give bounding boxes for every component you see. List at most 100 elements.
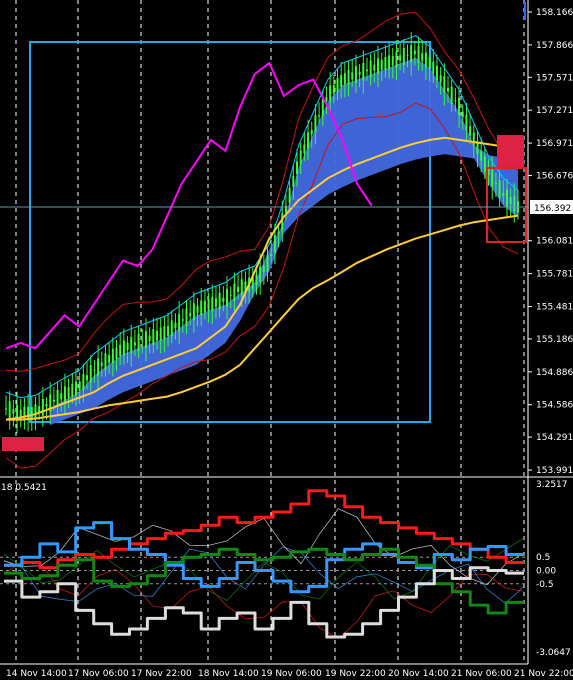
- candle-body: [494, 182, 497, 185]
- candle-body: [406, 54, 409, 56]
- time-tick-label: 17 Nov 06:00: [68, 669, 129, 679]
- candle-body: [399, 55, 402, 61]
- candle-body: [292, 176, 295, 187]
- candle-body: [428, 56, 431, 69]
- candle-body: [170, 320, 173, 337]
- candle-body: [229, 294, 232, 296]
- candle-body: [144, 331, 147, 349]
- candle-body: [8, 401, 11, 419]
- supply-zone-left: [2, 437, 44, 451]
- candle-body: [122, 340, 125, 356]
- time-tick-label: 21 Nov 22:00: [514, 669, 573, 679]
- candle-body: [152, 329, 155, 345]
- price-tick-label: 154.291: [536, 433, 573, 443]
- candle-body: [318, 115, 321, 117]
- candle-body: [27, 406, 30, 420]
- candle-body: [196, 305, 199, 314]
- candle-body: [380, 59, 383, 70]
- price-tick-label: 154.586: [536, 401, 573, 411]
- candle-body: [365, 69, 368, 72]
- candle-body: [119, 344, 122, 357]
- candle-body: [491, 169, 494, 187]
- candle-body: [222, 297, 225, 302]
- candle-body: [377, 58, 380, 75]
- candle-body: [82, 374, 85, 390]
- candle-body: [240, 279, 243, 296]
- current-price-label: 156.392: [534, 204, 571, 214]
- candle-body: [303, 144, 306, 154]
- candle-body: [192, 303, 195, 321]
- candle-body: [373, 64, 376, 71]
- candle-body: [30, 407, 33, 418]
- supply-zone-right: [497, 135, 524, 169]
- candle-body: [465, 114, 468, 131]
- price-tick-label: 157.271: [536, 106, 573, 116]
- candle-body: [483, 156, 486, 172]
- gold-slow-ma-line: [6, 214, 519, 421]
- candle-body: [410, 45, 413, 63]
- time-axis: 14 Nov 14:00 17 Nov 06:00 17 Nov 22:00 18 N…: [6, 669, 573, 679]
- price-tick-label: 155.781: [536, 270, 573, 280]
- magenta-line: [5, 61, 373, 350]
- candle-body: [295, 161, 298, 174]
- candle-body: [174, 322, 177, 329]
- candle-body: [325, 96, 328, 102]
- candle-body: [178, 314, 181, 332]
- time-tick-label: 19 Nov 22:00: [325, 669, 386, 679]
- candle-body: [450, 86, 453, 105]
- candle-body: [421, 53, 424, 62]
- candle-body: [310, 129, 313, 135]
- candle-body: [270, 253, 273, 256]
- selection-rectangle[interactable]: [29, 41, 431, 423]
- candle-body: [203, 301, 206, 313]
- candle-body: [321, 98, 324, 117]
- candle-body: [509, 197, 512, 205]
- price-axis: 158.166 157.866 157.571 157.271 156.971 156.6…: [528, 8, 573, 476]
- price-tick-label: 154.886: [536, 368, 573, 378]
- candle-body: [226, 289, 229, 307]
- candle-body: [432, 61, 435, 74]
- warning-rectangle[interactable]: [486, 167, 527, 243]
- candle-body: [104, 353, 107, 370]
- candle-body: [454, 100, 457, 102]
- candle-body: [133, 342, 136, 346]
- gold-fast-ma-line: [5, 136, 519, 421]
- candle-body: [413, 50, 416, 55]
- candle-body: [97, 358, 100, 376]
- candle-body: [211, 296, 214, 312]
- candle-body: [358, 71, 361, 75]
- candle-body: [505, 189, 508, 207]
- time-tick-label: 19 Nov 06:00: [261, 669, 322, 679]
- candle-body: [369, 60, 372, 78]
- candle-body: [167, 326, 170, 336]
- candle-body: [74, 381, 77, 396]
- candle-body: [45, 403, 48, 407]
- candle-body: [49, 394, 52, 412]
- candle-body: [137, 333, 140, 352]
- indicator-step-red: [4, 489, 524, 570]
- candle-body: [329, 85, 332, 102]
- candle-body: [130, 336, 133, 354]
- candle-body: [86, 375, 89, 381]
- price-tick-label: 155.186: [536, 335, 573, 345]
- price-tick-label: 157.866: [536, 41, 573, 51]
- ichimoku-cloud: [49, 57, 519, 426]
- candle-body: [417, 46, 420, 63]
- candle-body: [34, 404, 37, 420]
- candle-body: [391, 55, 394, 66]
- candle-body: [251, 276, 254, 290]
- candle-body: [259, 266, 262, 282]
- candle-body: [63, 386, 66, 402]
- indicator-step-blue: [4, 521, 524, 594]
- indicator-thin-blue: [3, 546, 525, 604]
- candle-body: [93, 369, 96, 371]
- candle-body: [141, 340, 144, 342]
- candle-body: [244, 281, 247, 291]
- candle-body: [443, 75, 446, 93]
- indicator-tick-label: 0.5: [536, 553, 550, 563]
- indicator-axis: 3.2517 0.5 0.00 -0.5 -3.0647: [536, 480, 571, 658]
- candle-body: [388, 55, 391, 69]
- candle-body: [347, 69, 350, 85]
- candle-body: [384, 57, 387, 70]
